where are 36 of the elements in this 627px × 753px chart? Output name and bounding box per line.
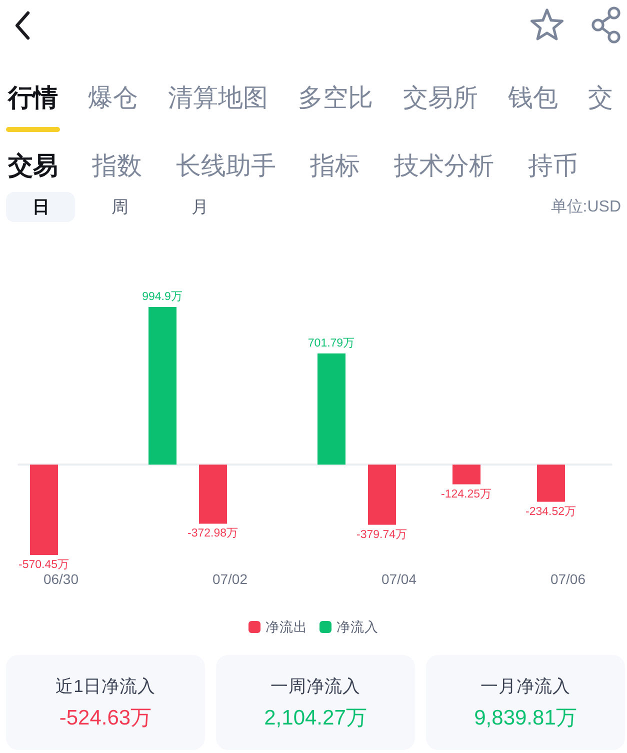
card-title: 一月净流入 [480,676,570,696]
x-tick-label: 07/06 [550,571,586,587]
data-label: 701.79万 [308,337,356,350]
data-label: 994.9万 [142,291,183,303]
card-title: 近1日净流入 [56,676,156,696]
unit-label: 单位:USD [550,198,621,216]
card-value: 2,104.27万 [264,706,367,730]
tab-label: 多空比 [298,84,373,112]
tab-label: 技术分析 [394,152,494,180]
data-label: -234.52万 [526,506,576,518]
x-tick-label: 06/30 [43,571,79,587]
legend-label: 净流入 [336,620,378,634]
tab-label: 交 [588,84,613,112]
data-label: -570.45万 [18,559,70,571]
legend-label: 净流出 [266,620,308,634]
card-value: -524.63万 [59,706,152,730]
period-label: 日 [32,198,50,216]
tab-label: 清算地图 [168,84,268,112]
data-label: -372.98万 [188,528,238,540]
tab-label: 交易所 [403,84,478,112]
card-value: 9,839.81万 [474,706,577,730]
tab-label: 指标 [310,152,360,180]
tab-label: 钱包 [508,84,558,112]
tab-label: 指数 [92,152,142,180]
x-tick-label: 07/04 [381,571,417,587]
tab-label: 持币 [528,152,578,180]
tab-label: 交易 [8,152,58,180]
tab-label: 长线助手 [176,152,276,180]
period-label: 周 [112,198,128,216]
tab-label: 行情 [8,84,58,112]
data-label: -379.74万 [356,528,408,541]
data-label: -124.25万 [441,488,492,500]
x-tick-label: 07/02 [212,571,248,587]
tab-label: 爆仓 [88,84,138,112]
period-label: 月 [192,198,208,216]
card-title: 一周净流入 [270,676,360,696]
